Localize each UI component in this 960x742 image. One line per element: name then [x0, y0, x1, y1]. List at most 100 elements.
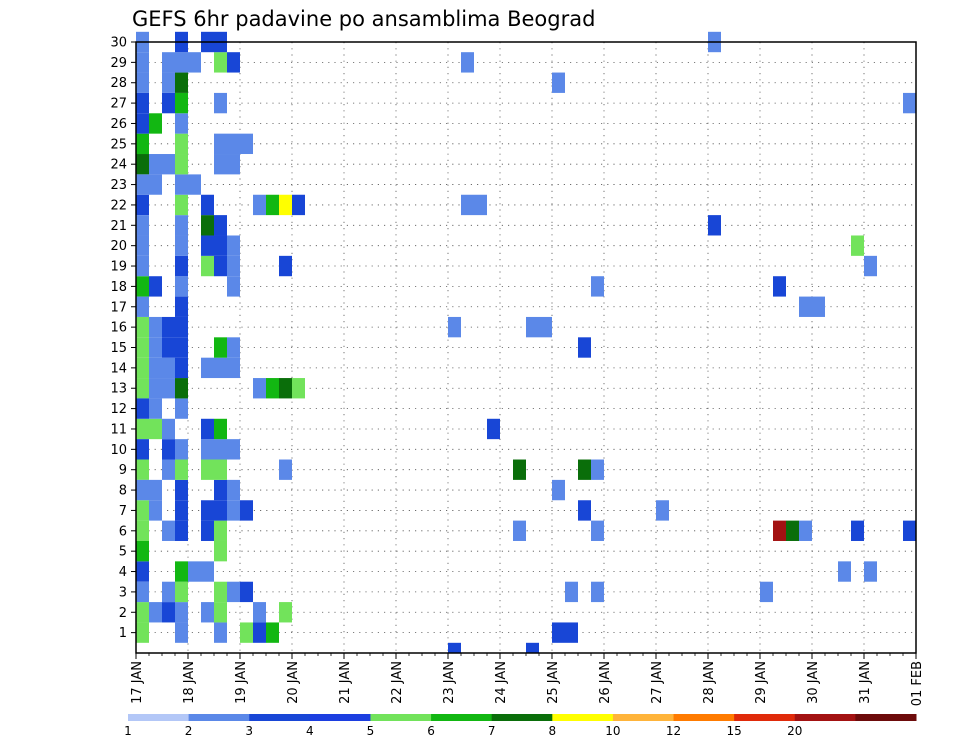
heatmap-cell: [136, 418, 149, 440]
y-tick-label: 23: [110, 178, 127, 193]
heatmap-cell: [149, 113, 162, 134]
colorbar-swatch: [612, 714, 675, 721]
heatmap-cell: [708, 215, 721, 236]
heatmap-cell: [513, 459, 526, 480]
y-tick-label: 27: [110, 97, 127, 112]
colorbar-label: 4: [306, 724, 314, 738]
heatmap-cell: [136, 500, 149, 521]
heatmap-cell: [175, 255, 188, 277]
colorbar-swatch: [794, 714, 856, 721]
heatmap-cell: [526, 316, 539, 338]
heatmap-cell: [214, 479, 227, 501]
x-tick-label: 19 JAN: [234, 661, 249, 704]
heatmap-cell: [162, 357, 175, 379]
colorbar-label: 6: [427, 724, 435, 738]
heatmap-cell: [214, 154, 227, 175]
heatmap-cell: [175, 154, 188, 175]
heatmap-cell: [136, 337, 149, 358]
y-tick-label: 25: [110, 137, 127, 152]
colorbar-swatch: [370, 714, 432, 721]
heatmap-cell: [214, 255, 227, 277]
heatmap-cell: [175, 459, 188, 480]
y-tick-label: 15: [110, 341, 127, 356]
heatmap-cell: [136, 133, 149, 155]
heatmap-cell: [214, 235, 227, 256]
x-tick-label: 26 JAN: [598, 661, 613, 704]
heatmap-cell: [214, 459, 227, 480]
heatmap-cell: [136, 459, 149, 480]
heatmap-cell: [292, 194, 305, 216]
heatmap-cell: [552, 622, 565, 643]
heatmap-cell: [175, 133, 188, 155]
x-tick-label: 29 JAN: [754, 661, 769, 704]
heatmap-cell: [266, 194, 279, 216]
heatmap-cell: [149, 337, 162, 358]
colorbar-swatch: [188, 714, 250, 721]
heatmap-cell: [136, 52, 149, 73]
heatmap-cell: [656, 500, 669, 521]
heatmap-cell: [136, 581, 149, 603]
colorbar-swatch: [431, 714, 493, 721]
heatmap-cell: [227, 439, 240, 460]
heatmap-cell: [175, 398, 188, 419]
heatmap-cell: [188, 174, 201, 195]
heatmap-cell: [149, 378, 162, 399]
colorbar-swatch: [734, 714, 796, 721]
heatmap-cell: [214, 418, 227, 440]
heatmap-cell: [136, 316, 149, 338]
heatmap-cell: [903, 520, 916, 541]
heatmap-cell: [136, 520, 149, 541]
heatmap-cell: [175, 337, 188, 358]
heatmap-cell: [136, 357, 149, 379]
heatmap-cell: [240, 622, 253, 643]
colorbar-swatch: [673, 714, 735, 721]
heatmap-cell: [279, 378, 292, 399]
heatmap-cell: [539, 316, 552, 338]
heatmap-cell: [201, 235, 214, 256]
heatmap-cell: [136, 113, 149, 134]
y-tick-label: 14: [110, 361, 127, 376]
heatmap-cell: [162, 72, 175, 93]
colorbar-label: 10: [605, 724, 620, 738]
colorbar-label: 5: [367, 724, 375, 738]
heatmap-cell: [175, 174, 188, 195]
heatmap-cells: [136, 31, 916, 653]
heatmap-cell: [448, 642, 461, 653]
heatmap-cell: [136, 561, 149, 582]
y-tick-label: 5: [119, 545, 127, 560]
y-tick-label: 16: [110, 321, 127, 336]
heatmap-cell: [175, 581, 188, 603]
heatmap-cell: [227, 337, 240, 358]
heatmap-cell: [136, 439, 149, 460]
heatmap-cell: [201, 357, 214, 379]
heatmap-cell: [175, 316, 188, 338]
y-tick-label: 24: [110, 158, 127, 173]
colorbar-swatch: [309, 714, 371, 721]
heatmap-cell: [214, 520, 227, 541]
heatmap-cell: [279, 602, 292, 623]
heatmap-cell: [214, 581, 227, 603]
heatmap-cell: [591, 581, 604, 603]
colorbar-legend: 1 2 3 4 5 6 7 8 10 12 15 20: [124, 714, 917, 738]
colorbar-swatch: [855, 714, 917, 721]
y-tick-label: 26: [110, 117, 127, 132]
heatmap-cell: [136, 92, 149, 114]
heatmap-cell: [240, 133, 253, 155]
heatmap-cell: [227, 235, 240, 256]
x-tick-label: 25 JAN: [546, 661, 561, 704]
heatmap-cell: [175, 215, 188, 236]
heatmap-cell: [552, 72, 565, 93]
heatmap-cell: [162, 459, 175, 480]
colorbar-label: 1: [124, 724, 132, 738]
heatmap-cell: [214, 540, 227, 562]
heatmap-cell: [864, 255, 877, 277]
y-tick-label: 28: [110, 76, 127, 91]
y-tick-label: 18: [110, 280, 127, 295]
y-tick-label: 20: [110, 239, 127, 254]
heatmap-cell: [162, 602, 175, 623]
heatmap-cell: [162, 316, 175, 338]
heatmap-cell: [136, 174, 149, 195]
heatmap-cell: [136, 540, 149, 562]
y-tick-label: 9: [119, 463, 127, 478]
